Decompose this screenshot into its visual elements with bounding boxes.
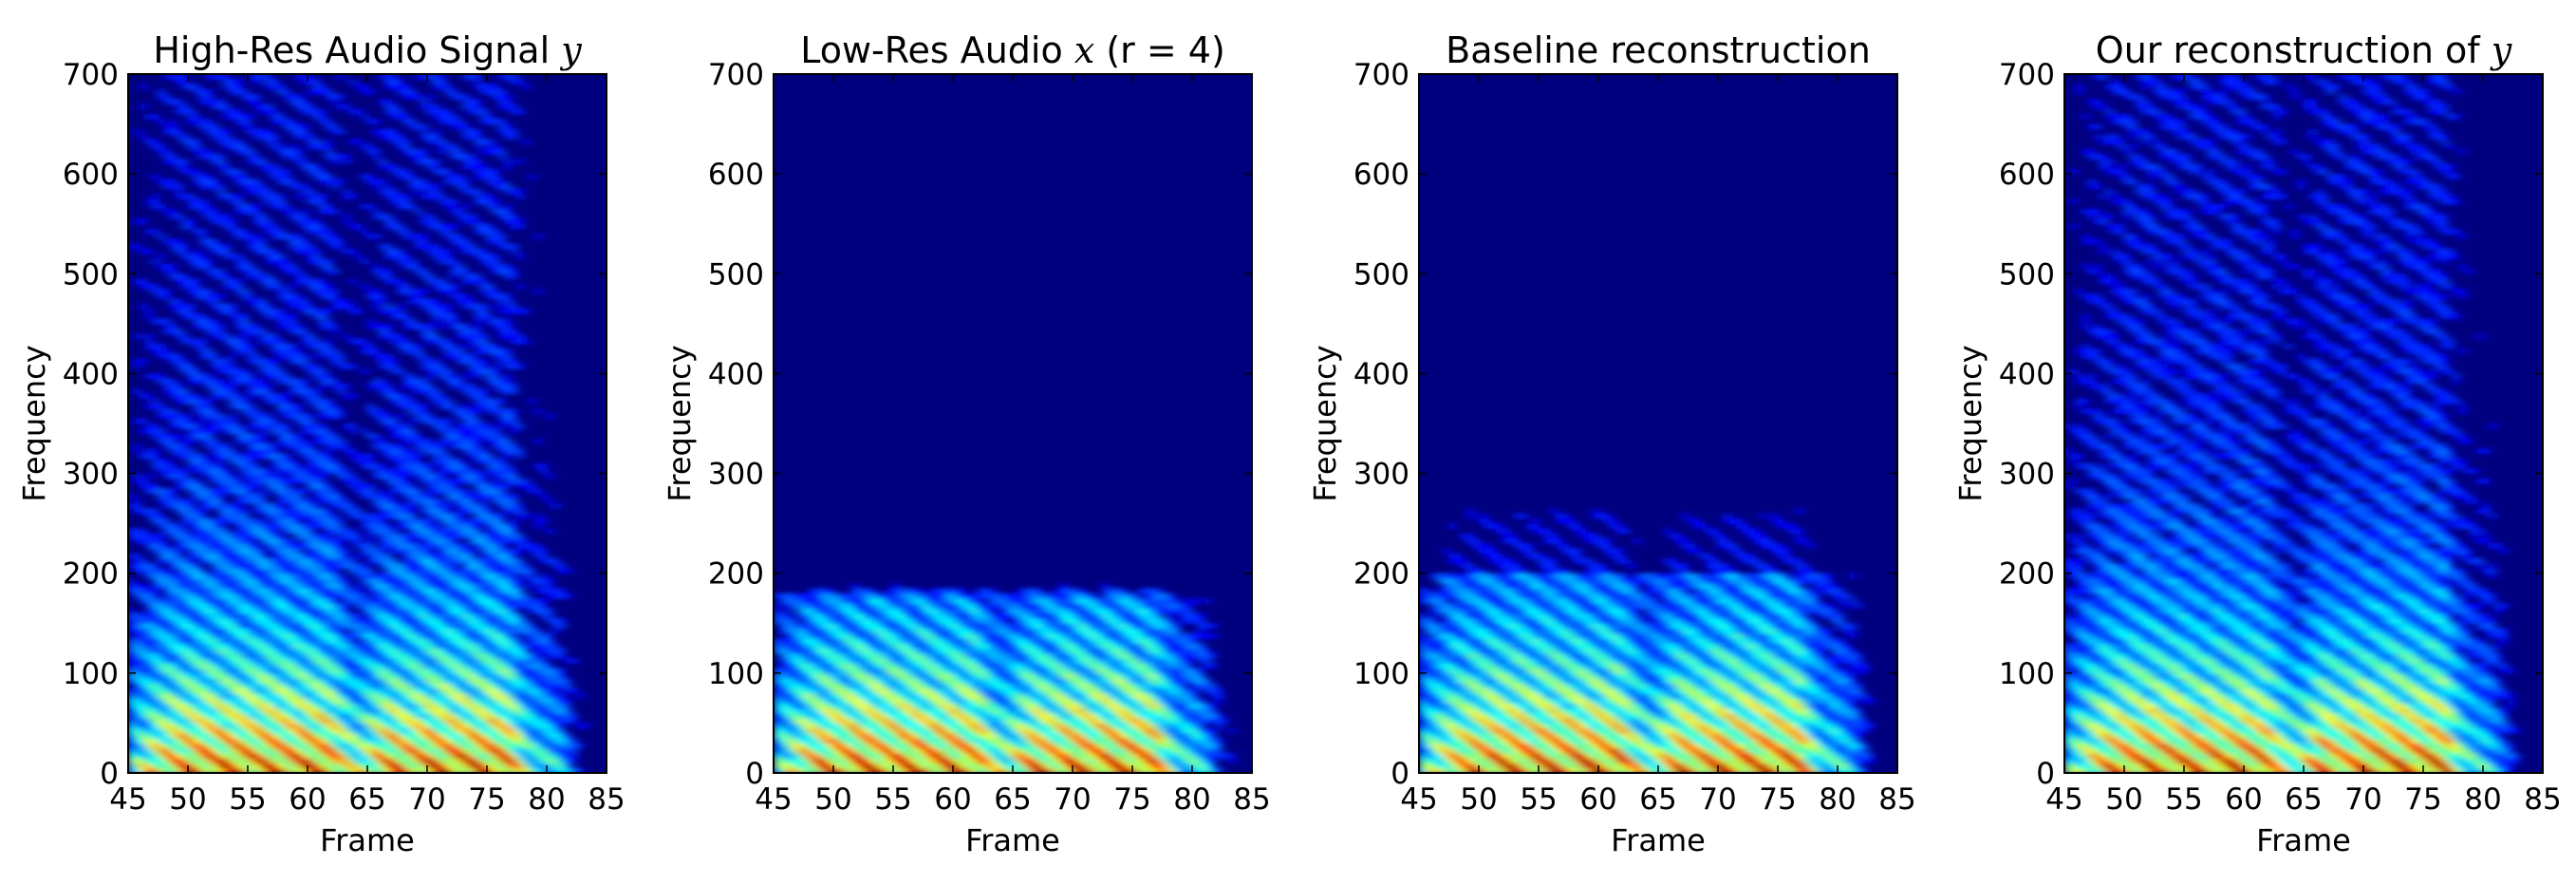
- y-tick-label: 600: [63, 158, 119, 192]
- y-tick-label: 300: [1353, 458, 1409, 492]
- panel-title: High-Res Audio Signal y: [153, 29, 582, 71]
- x-tick-label: 70: [408, 782, 445, 817]
- y-axis-label: Frequency: [1307, 345, 1343, 501]
- spectrogram-panel-3: 45 50 55 60 65 70 75 80 85 0 100 200 300 400 500 600 700…: [1307, 29, 1916, 858]
- x-tick-label: 80: [528, 782, 565, 817]
- panel-title: Baseline reconstruction: [1446, 29, 1871, 71]
- x-tick-label: 85: [588, 782, 625, 817]
- x-tick-label: 70: [1054, 782, 1091, 817]
- y-tick-label: 500: [1353, 257, 1409, 292]
- x-tick-label: 85: [1878, 782, 1915, 817]
- spectrogram-heatmap: [774, 583, 1235, 773]
- x-tick-label: 60: [2225, 782, 2262, 817]
- y-tick-label: 700: [1999, 58, 2055, 92]
- spectrogram-panel-4: 45 50 55 60 65 70 75 80 85 0 100 200 300 400 500 600 700…: [1952, 29, 2562, 858]
- x-tick-label: 50: [169, 782, 206, 817]
- y-axis-label: Frequency: [16, 345, 52, 501]
- x-tick-label: 75: [2404, 782, 2441, 817]
- y-axis-label: Frequency: [1952, 345, 1988, 501]
- y-tick-label: 300: [1999, 458, 2055, 492]
- spectrogram-panel-2: 45 50 55 60 65 70 75 80 85 0 100 200 300 400 500 600 700…: [662, 29, 1271, 858]
- y-tick-label: 500: [708, 257, 764, 292]
- x-tick-label: 65: [348, 782, 385, 817]
- y-tick-label: 0: [1391, 757, 1409, 791]
- x-tick-label: 65: [1639, 782, 1676, 817]
- x-tick-label: 80: [1819, 782, 1856, 817]
- y-tick-label: 400: [708, 357, 764, 391]
- x-tick-label: 45: [109, 782, 146, 817]
- y-tick-label: 100: [708, 657, 764, 691]
- y-tick-label: 700: [63, 58, 119, 92]
- y-tick-label: 400: [63, 357, 119, 391]
- x-tick-label: 55: [229, 782, 266, 817]
- x-tick-label: 70: [2344, 782, 2381, 817]
- x-tick-label: 60: [1579, 782, 1616, 817]
- spectrogram-panel-1: 45 50 55 60 65 70 75 80 85 0 100 200 300 400 500 600 700…: [16, 29, 625, 858]
- x-tick-label: 50: [1460, 782, 1497, 817]
- x-tick-label: 55: [1520, 782, 1557, 817]
- x-axis-label: Frame: [1611, 822, 1706, 858]
- y-tick-label: 100: [63, 657, 119, 691]
- x-tick-label: 75: [468, 782, 505, 817]
- x-tick-label: 50: [814, 782, 851, 817]
- y-tick-label: 700: [708, 58, 764, 92]
- spectrogram-heatmap: [128, 74, 589, 773]
- y-axis-label: Frequency: [662, 345, 698, 501]
- x-tick-label: 55: [874, 782, 911, 817]
- x-tick-label: 70: [1699, 782, 1736, 817]
- spectrogram-heatmap: [1419, 508, 1875, 773]
- y-tick-label: 600: [708, 158, 764, 192]
- x-axis-label: Frame: [2256, 822, 2351, 858]
- y-tick-label: 200: [1353, 557, 1409, 592]
- x-tick-label: 45: [1400, 782, 1437, 817]
- panel-title: Our reconstruction of y: [2096, 29, 2512, 71]
- x-tick-label: 60: [289, 782, 326, 817]
- y-tick-label: 100: [1999, 657, 2055, 691]
- x-tick-label: 50: [2105, 782, 2142, 817]
- x-tick-label: 65: [994, 782, 1031, 817]
- x-tick-label: 65: [2285, 782, 2322, 817]
- x-tick-label: 75: [1759, 782, 1796, 817]
- y-tick-label: 600: [1999, 158, 2055, 192]
- y-tick-label: 500: [1999, 257, 2055, 292]
- y-tick-label: 300: [708, 458, 764, 492]
- y-tick-label: 500: [63, 257, 119, 292]
- x-tick-label: 75: [1113, 782, 1150, 817]
- x-tick-label: 45: [755, 782, 792, 817]
- panel-title: Low-Res Audio x (r = 4): [800, 29, 1225, 71]
- x-tick-label: 45: [2045, 782, 2082, 817]
- y-tick-label: 100: [1353, 657, 1409, 691]
- x-axis-label: Frame: [320, 822, 415, 858]
- y-tick-label: 300: [63, 458, 119, 492]
- x-tick-label: 85: [1233, 782, 1270, 817]
- y-tick-label: 400: [1353, 357, 1409, 391]
- y-tick-label: 0: [100, 757, 119, 791]
- y-tick-label: 700: [1353, 58, 1409, 92]
- x-axis-label: Frame: [965, 822, 1060, 858]
- spectrogram-heatmap: [2064, 74, 2520, 773]
- y-tick-label: 600: [1353, 158, 1409, 192]
- y-tick-label: 400: [1999, 357, 2055, 391]
- y-tick-label: 200: [1999, 557, 2055, 592]
- x-tick-label: 60: [934, 782, 971, 817]
- y-tick-label: 200: [708, 557, 764, 592]
- y-tick-label: 0: [2036, 757, 2055, 791]
- x-tick-label: 55: [2165, 782, 2202, 817]
- y-tick-label: 0: [745, 757, 764, 791]
- y-tick-label: 200: [63, 557, 119, 592]
- x-tick-label: 80: [2464, 782, 2501, 817]
- x-tick-label: 80: [1173, 782, 1210, 817]
- x-tick-label: 85: [2524, 782, 2561, 817]
